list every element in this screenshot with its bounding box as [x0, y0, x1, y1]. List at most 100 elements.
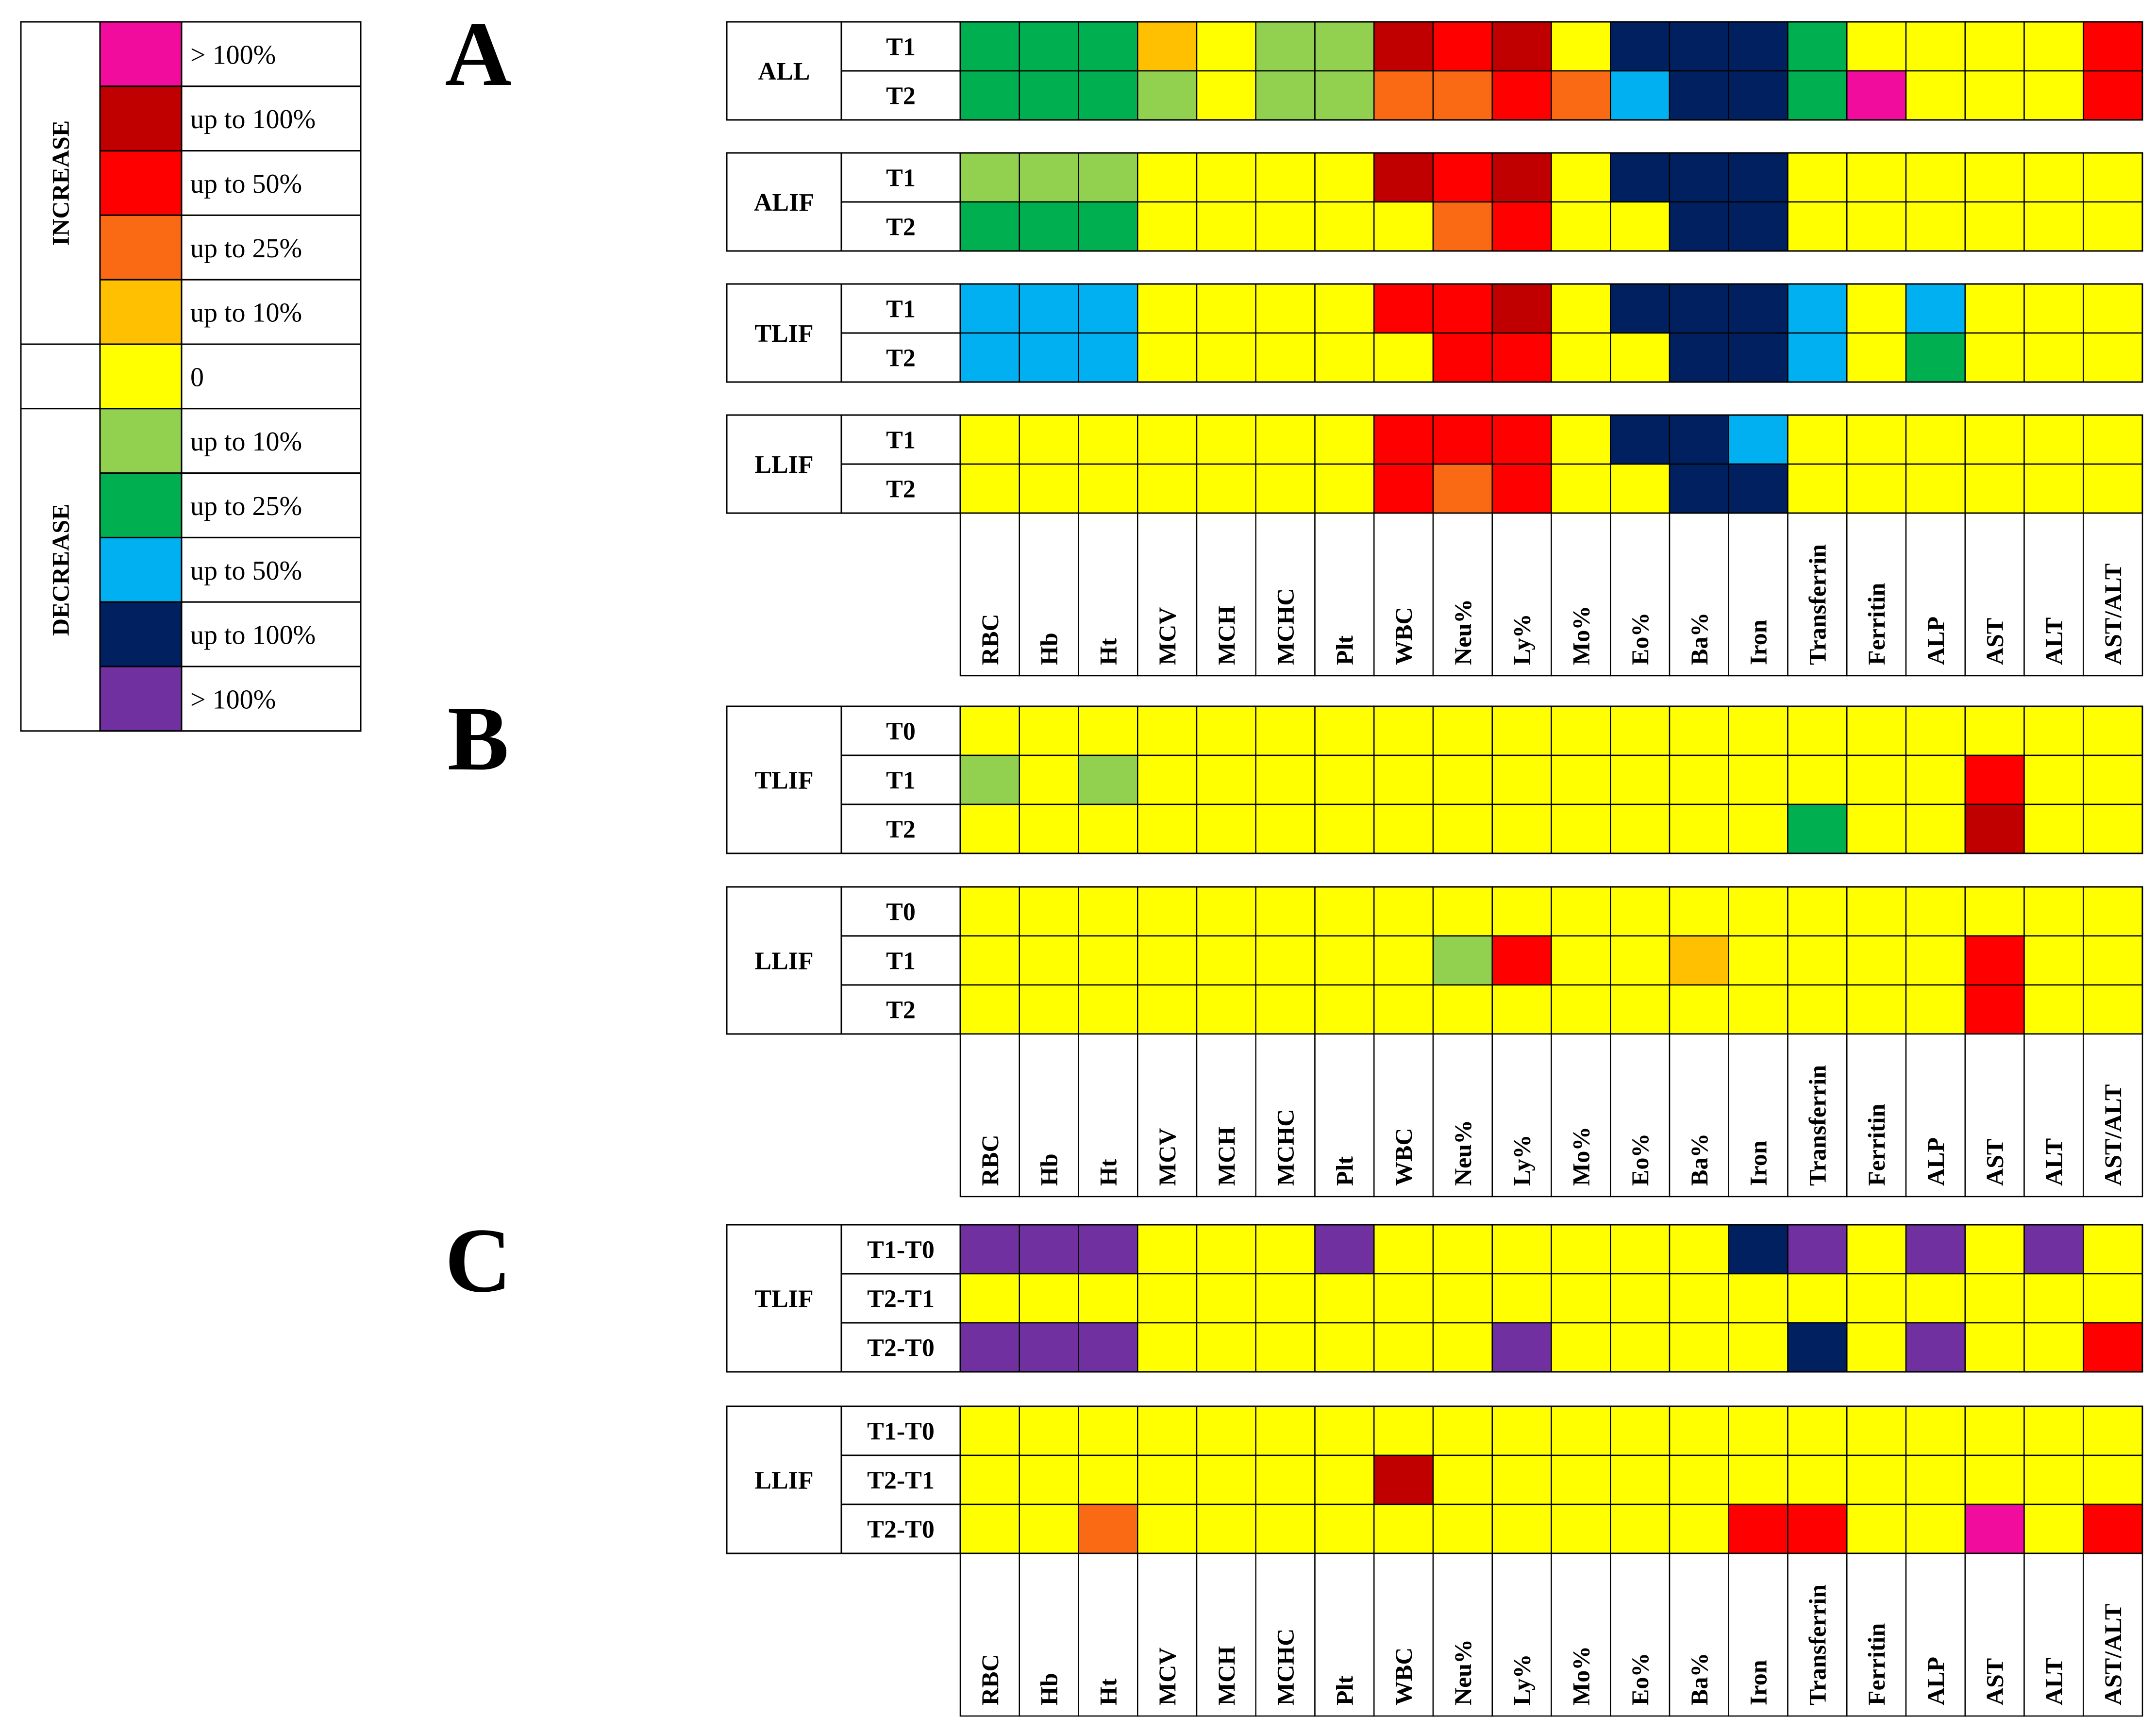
column-label: AST/ALT — [2099, 1604, 2126, 1705]
heatmap-cell — [1905, 935, 1966, 986]
heatmap-cell — [1846, 152, 1907, 203]
heatmap-cell — [1373, 803, 1434, 854]
heatmap-cell — [1905, 70, 1966, 121]
heatmap-cell — [1019, 1454, 1079, 1505]
row-label: T1 — [886, 427, 916, 454]
heatmap-cell — [1964, 201, 2025, 252]
heatmap-cell — [1078, 1273, 1138, 1324]
legend-label-cell — [181, 408, 362, 474]
heatmap-cell — [1078, 414, 1138, 465]
heatmap-cell — [2023, 886, 2084, 937]
heatmap-cell — [1728, 283, 1788, 334]
legend-label: up to 10% — [190, 298, 302, 328]
heatmap-cell — [1669, 414, 1729, 465]
heatmap-cell — [1728, 984, 1788, 1035]
heatmap-cell — [1373, 935, 1434, 986]
heatmap-cell — [1019, 21, 1079, 72]
heatmap-cell — [1078, 1454, 1138, 1505]
column-label: Ly% — [1508, 1654, 1536, 1705]
heatmap-cell — [1669, 201, 1729, 252]
heatmap-cell — [1964, 1503, 2025, 1554]
heatmap-cell — [1137, 414, 1198, 465]
heatmap-cell — [2083, 705, 2143, 756]
column-label: ALT — [2040, 617, 2067, 665]
column-header-cell — [1964, 1552, 2025, 1717]
heatmap-cell — [1373, 283, 1434, 334]
column-header-cell — [1314, 1033, 1375, 1198]
column-header-cell — [1669, 1552, 1729, 1717]
heatmap-cell — [1728, 886, 1788, 937]
column-label: Neu% — [1449, 1639, 1476, 1705]
heatmap-cell — [1669, 283, 1729, 334]
heatmap-cell — [1314, 1503, 1375, 1554]
heatmap-cell — [1728, 1322, 1788, 1373]
heatmap-cell — [1373, 152, 1434, 203]
heatmap-cell — [959, 1454, 1020, 1505]
heatmap-cell — [1846, 1224, 1907, 1275]
heatmap-cell — [1905, 886, 1966, 937]
heatmap-cell — [1019, 754, 1079, 805]
heatmap-cell — [1787, 201, 1848, 252]
heatmap-cell — [1432, 201, 1493, 252]
heatmap-cell — [1373, 332, 1434, 383]
column-label: AST — [1981, 1139, 2008, 1186]
column-header-cell — [1019, 512, 1079, 677]
heatmap-cell — [1078, 21, 1138, 72]
column-label: Ba% — [1686, 613, 1713, 665]
row-label-cell — [840, 201, 961, 252]
heatmap-cell — [1846, 935, 1907, 986]
group-LLIF: T1 T2 LLIF — [726, 414, 2143, 514]
heatmap-cell — [1255, 283, 1316, 334]
heatmap-cell — [2083, 886, 2143, 937]
heatmap-cell — [2083, 935, 2143, 986]
heatmap-cell — [1255, 152, 1316, 203]
column-label: Plt — [1331, 1676, 1358, 1705]
heatmap-cell — [1432, 1322, 1493, 1373]
column-header-cell — [1373, 512, 1434, 677]
heatmap-cell — [1314, 414, 1375, 465]
group-label: ALIF — [754, 189, 814, 217]
column-label: MCV — [1153, 607, 1181, 665]
heatmap-cell — [1019, 984, 1079, 1035]
heatmap-cell — [2083, 201, 2143, 252]
group-frame — [726, 705, 2143, 854]
column-header-cell — [1846, 512, 1907, 677]
group-label: ALL — [758, 58, 810, 85]
heatmap-cell — [1314, 1224, 1375, 1275]
legend-swatch-inc_50 — [99, 150, 183, 216]
legend-swatch-dec_100 — [99, 601, 183, 667]
heatmap-cell — [959, 886, 1020, 937]
heatmap-cell — [1255, 463, 1316, 514]
column-label: Mo% — [1567, 1127, 1594, 1186]
heatmap-cell — [1787, 463, 1848, 514]
legend-frame — [20, 21, 362, 732]
heatmap-cell — [959, 70, 1020, 121]
heatmap-cell — [1728, 332, 1788, 383]
heatmap-cell — [1551, 332, 1611, 383]
heatmap-cell — [1964, 1454, 2025, 1505]
heatmap-cell — [1846, 1454, 1907, 1505]
legend-label: up to 50% — [190, 556, 302, 586]
column-label: Transferrin — [1804, 1065, 1831, 1186]
heatmap-cell — [1728, 1405, 1788, 1456]
legend-label-cell — [181, 85, 362, 152]
heatmap-cell — [1905, 1454, 1966, 1505]
column-header-cell — [1610, 512, 1671, 677]
heatmap-cell — [1137, 803, 1198, 854]
heatmap-cell — [1787, 1454, 1848, 1505]
heatmap-cell — [1610, 332, 1671, 383]
heatmap-cell — [1669, 935, 1729, 986]
row-label: T1 — [886, 948, 916, 975]
heatmap-cell — [1432, 21, 1493, 72]
heatmap-cell — [1432, 1503, 1493, 1554]
legend: > 100% up to 100% up to 50% up to 25% up to … — [20, 21, 362, 732]
heatmap-cell — [1787, 1405, 1848, 1456]
heatmap-cell — [1964, 754, 2025, 805]
heatmap-cell — [1373, 886, 1434, 937]
column-label: Iron — [1745, 619, 1772, 665]
column-label: Plt — [1331, 1156, 1358, 1186]
heatmap-cell — [1491, 152, 1552, 203]
heatmap-cell — [1019, 1405, 1079, 1456]
row-label-cell — [840, 21, 961, 72]
heatmap-cell — [1787, 754, 1848, 805]
